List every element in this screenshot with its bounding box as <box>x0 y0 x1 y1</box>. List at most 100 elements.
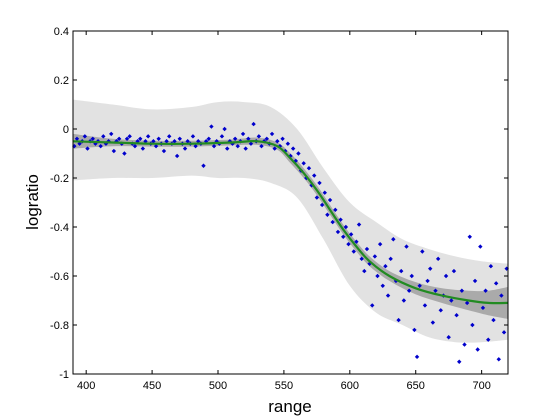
data-point <box>401 298 407 303</box>
data-point <box>156 136 161 141</box>
data-point <box>124 136 130 141</box>
data-point <box>243 146 248 151</box>
data-point <box>190 134 196 139</box>
x-axis: 400 450 500 550 600 650 700 <box>77 31 491 392</box>
data-point <box>101 134 106 139</box>
data-point <box>312 173 317 178</box>
data-point <box>457 359 462 364</box>
y-tick-label: -0.4 <box>50 222 69 234</box>
data-point <box>459 288 465 293</box>
data-point <box>135 139 140 144</box>
y-tick-label: -1 <box>59 369 69 381</box>
data-point <box>348 232 354 237</box>
data-point <box>211 143 217 149</box>
data-point <box>341 234 346 239</box>
data-point <box>501 330 507 335</box>
fit-layer <box>72 140 509 305</box>
data-point <box>301 161 306 166</box>
data-point <box>462 342 467 347</box>
data-point <box>377 241 383 247</box>
data-point <box>493 281 499 286</box>
data-point <box>467 234 472 239</box>
x-tick-label: 400 <box>77 380 95 392</box>
data-point <box>90 136 95 141</box>
data-point <box>383 264 388 269</box>
data-point <box>122 151 127 156</box>
data-point <box>470 322 475 328</box>
data-point <box>422 303 428 308</box>
data-point <box>443 273 449 279</box>
data-point <box>290 146 296 151</box>
data-point <box>354 239 359 244</box>
data-point <box>428 266 433 271</box>
x-tick-label: 550 <box>275 380 293 392</box>
x-tick-label: 700 <box>472 380 490 392</box>
data-point <box>412 327 417 333</box>
data-point <box>185 139 190 144</box>
data-point <box>98 143 103 149</box>
data-point <box>222 126 227 132</box>
data-point <box>161 148 167 154</box>
data-point <box>391 237 396 242</box>
data-point <box>399 268 404 274</box>
data-point <box>385 293 391 298</box>
data-point <box>409 273 414 279</box>
data-point <box>285 141 291 146</box>
data-point <box>132 143 138 149</box>
data-point <box>370 303 375 308</box>
data-point <box>306 166 312 171</box>
data-point <box>417 283 422 288</box>
data-point <box>478 244 483 249</box>
y-tick-label: 0 <box>63 124 69 136</box>
data-point <box>404 244 409 249</box>
data-point <box>225 146 230 151</box>
data-point <box>256 134 262 139</box>
data-point <box>372 254 378 259</box>
data-point <box>438 308 443 313</box>
data-point <box>116 136 122 141</box>
data-point <box>317 180 322 186</box>
x-tick-label: 600 <box>341 380 359 392</box>
data-point <box>201 163 206 168</box>
data-point <box>272 146 277 151</box>
y-tick-label: -0.8 <box>50 320 69 332</box>
x-tick-label: 650 <box>407 380 425 392</box>
data-point <box>206 136 211 141</box>
data-point <box>356 222 362 227</box>
data-point <box>433 288 438 293</box>
data-point <box>435 256 441 262</box>
data-point <box>488 264 494 269</box>
data-point <box>275 139 280 144</box>
data-point <box>111 148 117 154</box>
y-tick-label: 0.4 <box>54 26 69 38</box>
data-point <box>182 146 188 151</box>
data-point <box>193 143 198 149</box>
data-point <box>140 146 146 151</box>
data-point <box>388 256 393 262</box>
data-point <box>251 121 256 127</box>
data-point <box>414 354 420 360</box>
data-point <box>82 134 88 139</box>
data-point <box>406 288 412 293</box>
data-point <box>449 298 454 303</box>
data-point <box>209 124 214 129</box>
data-point <box>167 134 172 139</box>
data-point <box>145 134 151 139</box>
data-point <box>333 207 338 213</box>
data-point <box>269 131 275 137</box>
data-point <box>153 143 159 149</box>
data-point <box>74 136 80 141</box>
y-tick-label: -0.2 <box>50 173 69 185</box>
data-point <box>322 190 327 195</box>
data-point <box>177 136 182 141</box>
data-point <box>314 195 320 200</box>
data-point <box>248 141 254 146</box>
data-point <box>138 136 143 141</box>
data-point <box>375 273 380 279</box>
data-point <box>472 278 478 284</box>
data-point <box>246 136 251 141</box>
data-point <box>232 136 238 141</box>
x-tick-label: 450 <box>143 380 161 392</box>
data-point <box>346 241 351 247</box>
